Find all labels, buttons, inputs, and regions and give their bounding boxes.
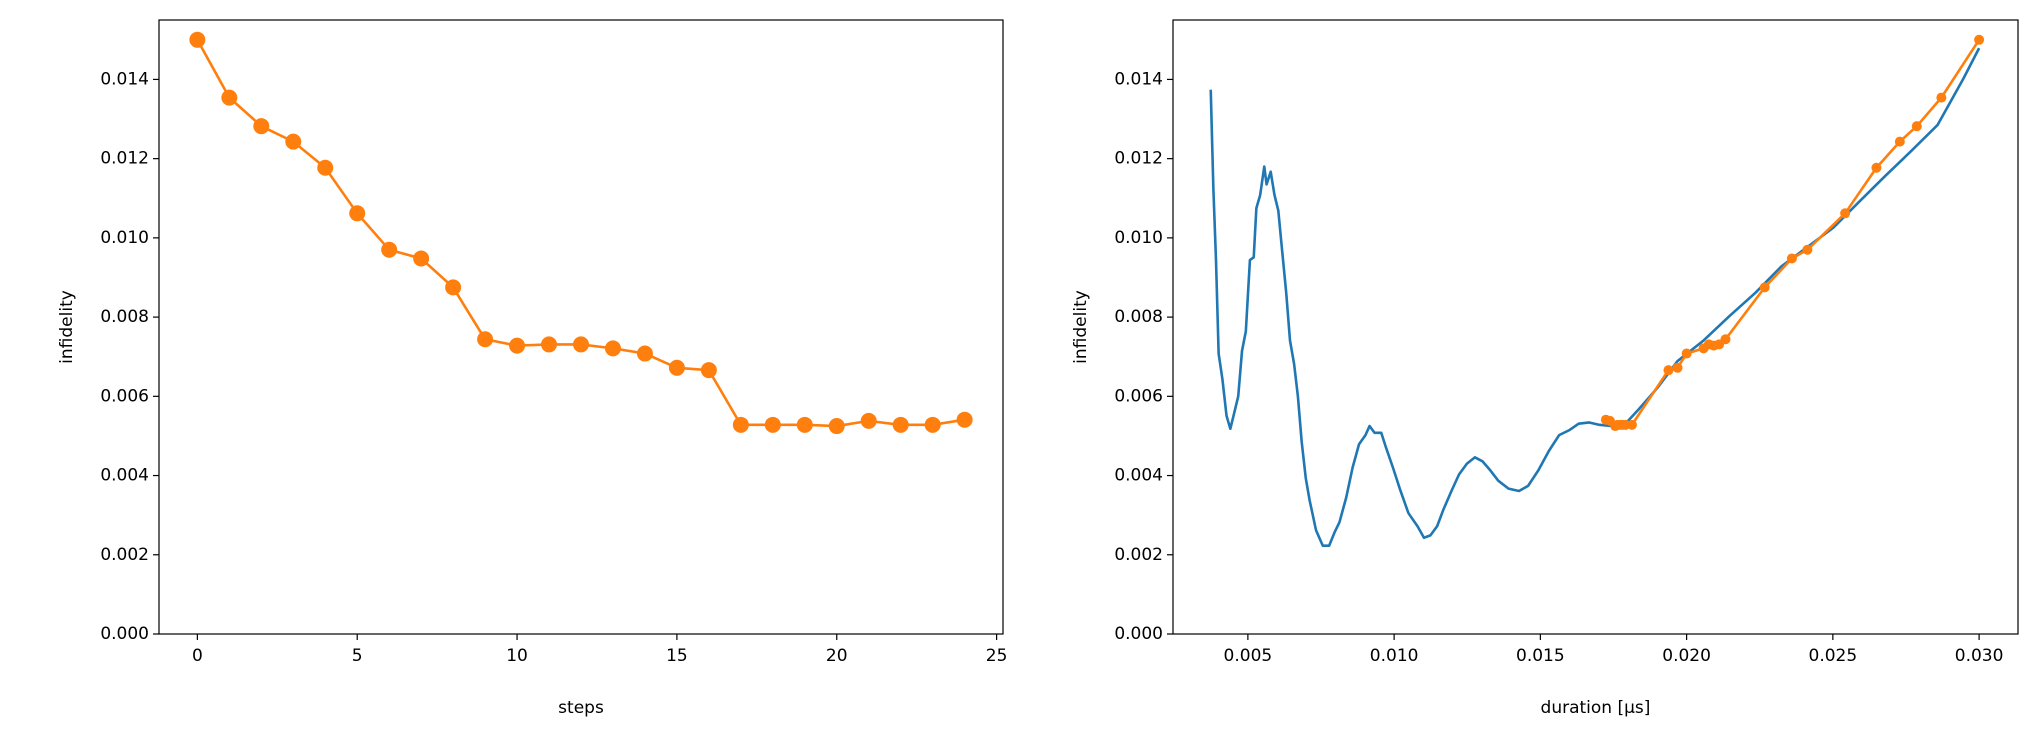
data-point [1974, 34, 1985, 45]
data-point [1617, 419, 1628, 430]
data-point [604, 340, 621, 357]
data-point [764, 416, 781, 433]
data-point [541, 336, 558, 353]
x-tick-label: 0.020 [1662, 646, 1711, 666]
data-point [796, 416, 813, 433]
y-tick-label: 0.008 [100, 307, 149, 327]
data-point [317, 159, 334, 176]
data-point [924, 416, 941, 433]
x-tick-label: 25 [986, 646, 1008, 666]
data-point [828, 418, 845, 435]
axes-frame [158, 19, 1004, 635]
x-tick-label: 0 [192, 646, 203, 666]
x-tick-label: 0.010 [1370, 646, 1419, 666]
data-point [732, 416, 749, 433]
data-point [892, 416, 909, 433]
data-point [956, 411, 973, 428]
data-point [1840, 208, 1851, 219]
y-axis-label: infidelity [57, 290, 77, 364]
axes-frame [1172, 19, 2019, 635]
data-point [1936, 92, 1947, 103]
data-point [1600, 414, 1611, 425]
x-tick-label: 20 [826, 646, 848, 666]
data-point [1698, 343, 1709, 354]
data-point [349, 205, 366, 222]
data-point [253, 118, 270, 135]
x-tick-label: 10 [506, 646, 528, 666]
data-point [1911, 121, 1922, 132]
data-point [1714, 339, 1725, 350]
y-tick-label: 0.008 [1114, 307, 1163, 327]
x-tick-label: 0.005 [1224, 646, 1273, 666]
data-point [1894, 136, 1905, 147]
x-axis-label: duration [μs] [1541, 698, 1651, 718]
y-tick-label: 0.000 [100, 624, 149, 644]
y-tick-label: 0.014 [100, 69, 149, 89]
y-tick-label: 0.010 [100, 228, 149, 248]
data-point [1663, 365, 1674, 376]
data-point [1786, 253, 1797, 264]
y-tick-label: 0.002 [1114, 545, 1163, 565]
y-axis-label: infidelity [1071, 290, 1091, 364]
x-tick-label: 0.030 [1955, 646, 2004, 666]
y-tick-label: 0.006 [1114, 386, 1163, 406]
data-point [477, 331, 494, 348]
y-tick-label: 0.010 [1114, 228, 1163, 248]
series-line [1209, 47, 1981, 547]
data-point [413, 250, 430, 267]
data-point [1759, 282, 1770, 293]
y-tick-label: 0.004 [100, 466, 149, 486]
x-tick-label: 15 [666, 646, 688, 666]
y-tick-label: 0.000 [1114, 624, 1163, 644]
data-point [1681, 348, 1692, 359]
y-tick-label: 0.012 [100, 149, 149, 169]
data-point [860, 412, 877, 429]
y-tick-label: 0.012 [1114, 149, 1163, 169]
data-point [1672, 362, 1683, 373]
data-point [189, 31, 206, 48]
data-point [636, 345, 653, 362]
data-point [700, 362, 717, 379]
data-point [509, 337, 526, 354]
x-axis-label: steps [558, 698, 604, 718]
y-tick-label: 0.002 [100, 545, 149, 565]
x-tick-label: 5 [352, 646, 363, 666]
y-tick-label: 0.004 [1114, 466, 1163, 486]
data-point [221, 89, 238, 106]
data-point [668, 359, 685, 376]
x-tick-label: 0.015 [1516, 646, 1565, 666]
data-point [1871, 162, 1882, 173]
data-point [573, 336, 589, 353]
x-tick-label: 0.025 [1809, 646, 1858, 666]
data-point [285, 133, 302, 150]
data-point [381, 241, 398, 258]
series-line [196, 39, 965, 428]
y-tick-label: 0.006 [100, 386, 149, 406]
data-point [445, 279, 462, 296]
data-point [1802, 244, 1813, 255]
series-line [1605, 39, 1981, 428]
y-tick-label: 0.014 [1114, 69, 1163, 89]
